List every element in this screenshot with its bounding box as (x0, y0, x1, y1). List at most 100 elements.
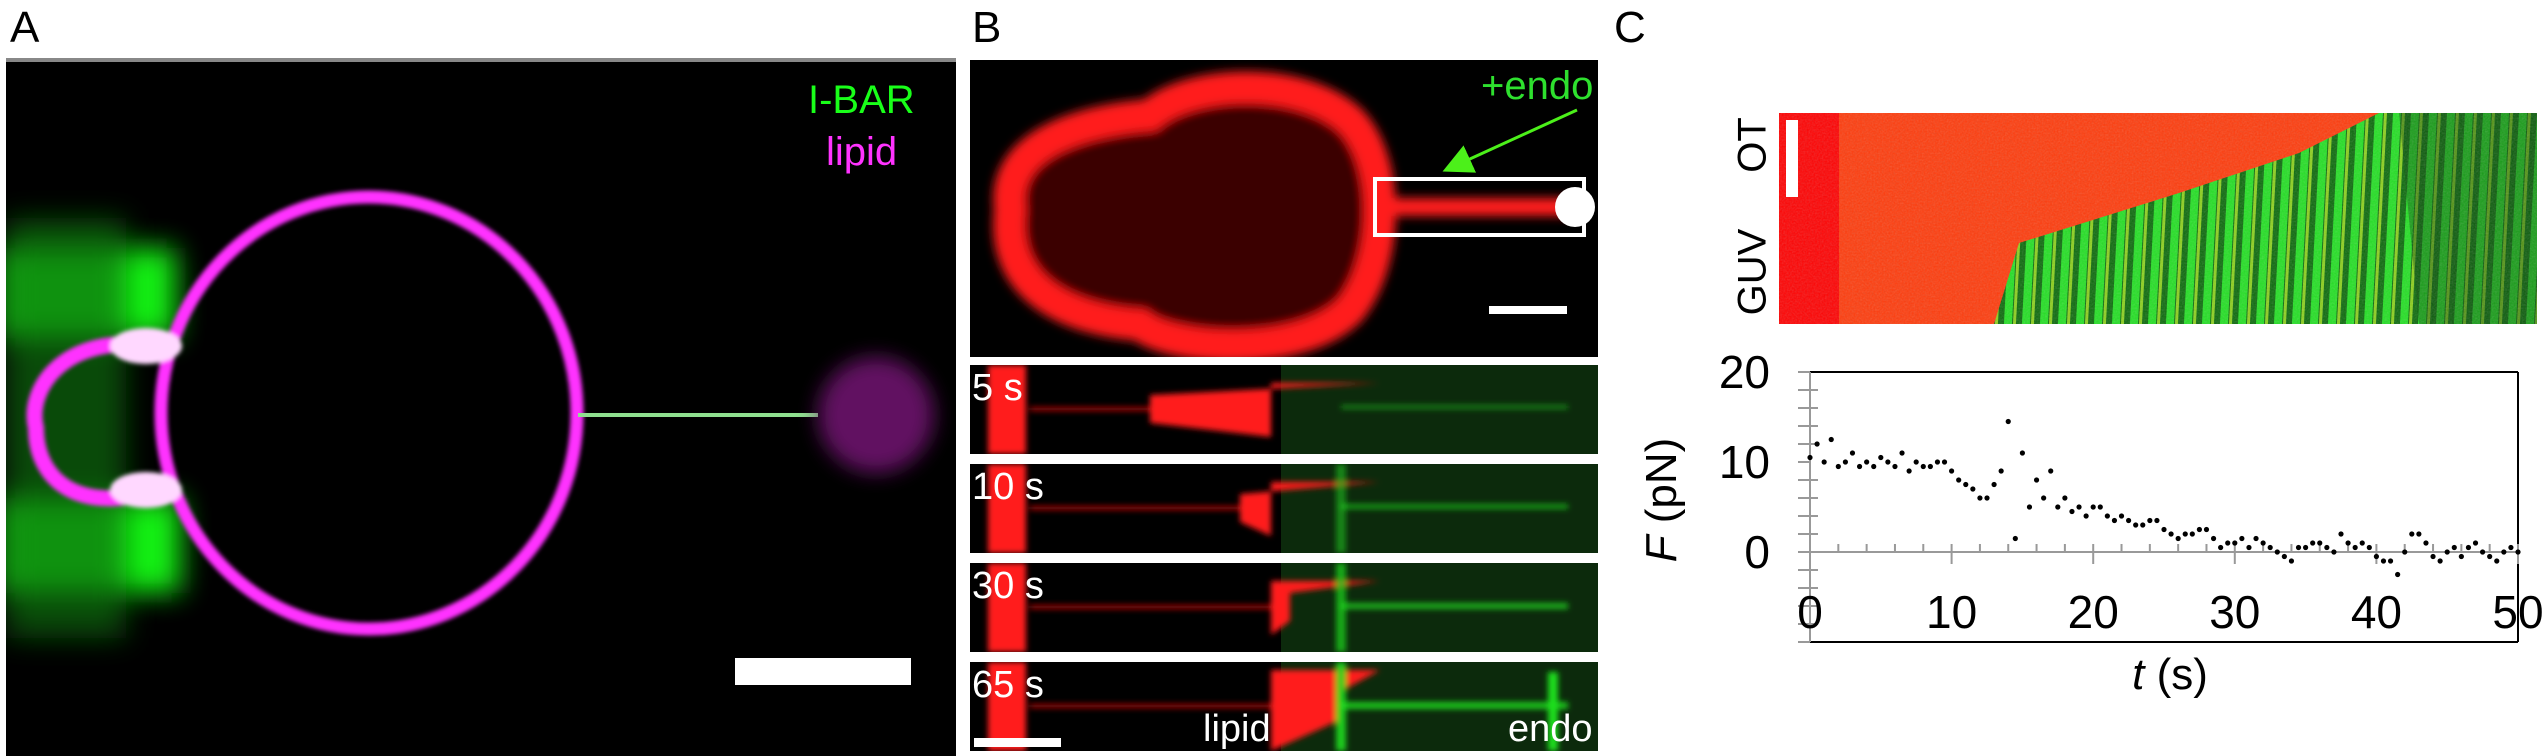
data-point (1963, 481, 1969, 488)
data-point (2324, 544, 2330, 551)
x-tick-label: 50 (2492, 586, 2542, 638)
y-axis-label: F (pN) (1637, 420, 1686, 580)
scale-bar (1489, 306, 1567, 314)
data-point (2352, 544, 2358, 551)
data-point (2203, 526, 2210, 533)
data-point (2395, 571, 2401, 578)
data-point (1842, 459, 1848, 465)
y-axis-unit: (pN) (1637, 437, 1686, 524)
strip-time-label: 65 s (972, 664, 1044, 706)
x-tick-label: 40 (2351, 586, 2402, 638)
data-point (2147, 517, 2153, 524)
data-point (1828, 436, 1834, 443)
panel-a-label: A (10, 3, 40, 52)
data-point (2359, 540, 2365, 546)
data-point (2288, 558, 2295, 564)
data-point (2267, 544, 2273, 551)
data-point (2041, 495, 2047, 501)
data-point (2232, 540, 2238, 546)
data-point (1927, 463, 1933, 470)
legend-lipid: lipid (826, 130, 898, 174)
data-point (2012, 535, 2018, 542)
data-point (2182, 531, 2188, 537)
data-point (2331, 549, 2337, 555)
ot-text: OT (1730, 117, 1775, 173)
panel-b-label: B (972, 3, 1002, 52)
data-point (1913, 459, 1919, 465)
x-axis-symbol: t (2132, 650, 2145, 699)
strip-time-label: 30 s (972, 565, 1044, 607)
kymograph-label-ot: OT (1730, 114, 1776, 176)
data-point (2196, 526, 2202, 533)
data-point (2083, 513, 2089, 519)
x-axis-unit: (s) (2156, 650, 2208, 699)
data-point (2210, 535, 2217, 542)
data-point (2126, 517, 2132, 524)
data-point (2281, 553, 2287, 560)
data-point (1849, 450, 1856, 456)
data-point (2161, 526, 2167, 533)
data-point (1991, 481, 1997, 488)
data-point (2409, 531, 2415, 537)
data-point (2303, 544, 2309, 551)
data-point (1878, 454, 1884, 461)
guv-text: GUV (1730, 228, 1775, 316)
data-point (2260, 540, 2266, 546)
data-point (2295, 544, 2302, 551)
data-point (2246, 544, 2252, 551)
data-point (2416, 531, 2422, 537)
data-point (2111, 517, 2118, 524)
x-tick-label: 0 (1797, 586, 1823, 638)
data-point (1821, 459, 1827, 465)
data-point (2118, 513, 2125, 519)
y-tick-label: 20 (1719, 346, 1770, 398)
data-point (1941, 459, 1948, 465)
data-point (2437, 558, 2443, 564)
data-point (2090, 504, 2096, 510)
data-point (2175, 535, 2181, 542)
strip-time-label: 10 s (972, 466, 1044, 508)
optical-trap-bead (818, 357, 934, 473)
data-point (1814, 441, 1820, 447)
data-point (2458, 553, 2464, 560)
data-point (2317, 540, 2323, 546)
data-point (2253, 535, 2259, 542)
data-point (2380, 558, 2387, 564)
data-point (2480, 549, 2486, 555)
data-point (2154, 517, 2160, 524)
data-point (2310, 540, 2316, 546)
data-point (2026, 504, 2033, 510)
data-point (2076, 504, 2082, 510)
data-point (2501, 549, 2507, 555)
y-tick-label: 10 (1719, 436, 1770, 488)
data-point (2218, 544, 2224, 551)
arrow-icon (1442, 108, 1578, 173)
data-point (2402, 549, 2408, 555)
scale-bar (1786, 120, 1798, 197)
data-point (1984, 495, 1990, 501)
scale-bar (735, 658, 911, 685)
x-axis-label: t (s) (2060, 650, 2280, 700)
data-point (1885, 459, 1891, 465)
x-tick-label: 20 (2068, 586, 2119, 638)
data-point (2373, 553, 2379, 560)
data-point (2005, 418, 2011, 425)
data-point (1977, 495, 1983, 501)
data-point (2515, 549, 2521, 555)
panel-a-micrograph (6, 58, 956, 756)
data-point (1807, 454, 1813, 461)
data-point (2055, 504, 2061, 510)
data-point (2423, 540, 2429, 546)
trapped-bead (1555, 187, 1595, 227)
data-point (1998, 468, 2004, 474)
data-point (2494, 558, 2500, 564)
data-point (2062, 495, 2068, 501)
data-point (1970, 486, 1976, 492)
data-point (1920, 463, 1926, 470)
data-point (1956, 477, 1962, 483)
data-point (2097, 504, 2103, 510)
data-point (1856, 463, 1863, 470)
data-point (2508, 544, 2514, 551)
data-point (1949, 468, 1955, 474)
data-point (2387, 558, 2394, 564)
